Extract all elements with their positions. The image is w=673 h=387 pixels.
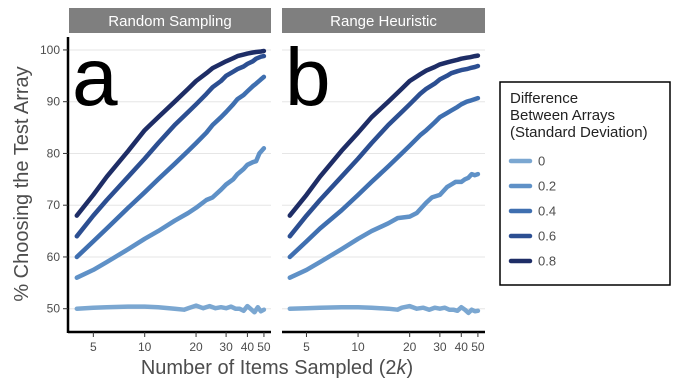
series-line-0.2 — [74, 146, 267, 280]
x-tick-label: 10 — [351, 340, 365, 354]
series-line-0 — [74, 303, 267, 315]
legend: Difference Between Arrays (Standard Devi… — [499, 81, 671, 286]
panel-letter: a — [72, 32, 118, 123]
series-lines — [74, 48, 267, 315]
y-tick-label: 90 — [47, 95, 61, 109]
legend-title-line: Difference — [510, 90, 578, 107]
panel-strip-label: Random Sampling — [108, 13, 231, 30]
series-line-0.4 — [74, 74, 267, 260]
x-tick-label: 10 — [138, 340, 152, 354]
series-line-0.4 — [287, 95, 481, 260]
legend-label: 0.2 — [538, 179, 556, 194]
x-tick-label: 20 — [189, 340, 203, 354]
y-axis-ticks: 50 60 70 80 90 100 — [40, 43, 68, 316]
y-tick-label: 100 — [40, 43, 60, 57]
series-lines — [287, 53, 481, 316]
series-line-0 — [287, 303, 481, 316]
legend-label: 0.8 — [538, 254, 556, 269]
panel-strip — [282, 8, 485, 33]
x-tick-label: 30 — [219, 340, 233, 354]
panel-random-sampling: Random Sampling a — [69, 8, 271, 332]
y-tick-label: 60 — [47, 250, 61, 264]
legend-label: 0.4 — [538, 204, 556, 219]
series-line-0.6 — [74, 53, 267, 239]
x-tick-label: 5 — [90, 340, 97, 354]
legend-label: 0.6 — [538, 229, 556, 244]
x-tick-label: 50 — [257, 340, 271, 354]
legend-title-line: (Standard Deviation) — [510, 124, 648, 141]
y-tick-label: 50 — [47, 302, 61, 316]
x-tick-label: 5 — [303, 340, 310, 354]
x-axis-ticks: 5 10 20 30 40 50 5 10 20 30 40 50 — [90, 332, 485, 354]
legend-box — [499, 81, 671, 286]
legend-title-line: Between Arrays — [510, 107, 615, 124]
panel-strip — [69, 8, 271, 33]
series-line-0.2 — [287, 171, 481, 280]
series-line-0.8 — [74, 48, 267, 218]
y-axis-title: % Choosing the Test Array — [11, 66, 33, 301]
panel-letter: b — [285, 32, 331, 123]
panel-strip-label: Range Heuristic — [330, 13, 437, 30]
y-tick-label: 70 — [47, 198, 61, 212]
x-axis-title: Number of Items Sampled (2k) — [141, 357, 413, 379]
y-tick-label: 80 — [47, 146, 61, 160]
panel-range-heuristic: Range Heuristic b — [282, 8, 485, 332]
x-tick-label: 30 — [433, 340, 447, 354]
legend-entries: 0 0.2 0.4 0.6 0.8 — [508, 154, 556, 269]
series-line-0.8 — [287, 53, 481, 218]
series-line-0.6 — [287, 63, 481, 239]
x-tick-label: 50 — [471, 340, 485, 354]
x-tick-label: 40 — [455, 340, 469, 354]
x-tick-label: 40 — [241, 340, 255, 354]
x-tick-label: 20 — [403, 340, 417, 354]
legend-label: 0 — [538, 154, 545, 169]
